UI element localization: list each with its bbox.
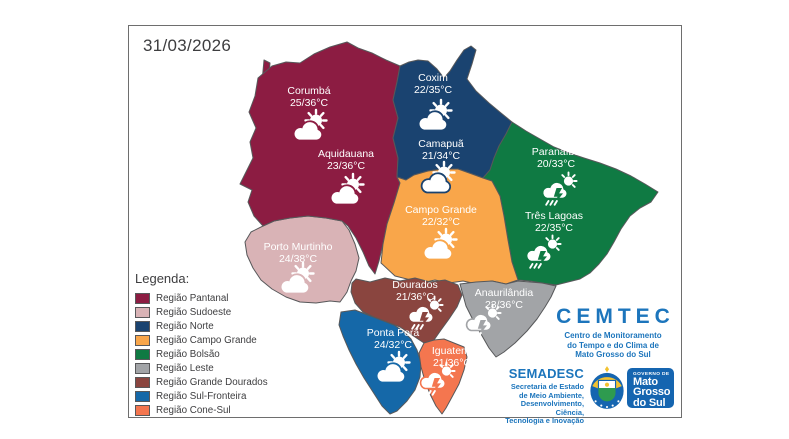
legend-item-grande-dourados: Região Grande Dourados — [135, 375, 268, 389]
semadesc-logo: SEMADESC Secretaria de Estado de Meio Am… — [494, 366, 584, 426]
region-leste — [459, 280, 557, 358]
legend-swatch-campo-grande — [135, 335, 150, 347]
legend-label: Região Grande Dourados — [156, 376, 268, 388]
legend-label: Região Cone-Sul — [156, 404, 231, 416]
legend-swatch-pantanal — [135, 293, 150, 305]
governo-box: GOVERNO DE Mato Grosso do Sul — [627, 368, 674, 408]
legend-label: Região Bolsão — [156, 349, 220, 360]
legend: Legenda: Região Pantanal Região Sudoeste R… — [135, 271, 268, 417]
legend-item-sul-fronteira: Região Sul-Fronteira — [135, 389, 268, 403]
legend-swatch-leste — [135, 362, 150, 374]
legend-label: Região Pantanal — [156, 293, 229, 305]
legend-swatch-cone-sul — [135, 404, 150, 416]
legend-swatch-grande-dourados — [135, 376, 150, 388]
legend-label: Região Leste — [156, 362, 214, 374]
legend-item-norte: Região Norte — [135, 320, 268, 334]
legend-item-pantanal: Região Pantanal — [135, 292, 268, 306]
legend-item-cone-sul: Região Cone-Sul — [135, 403, 268, 417]
legend-label: Região Norte — [156, 321, 214, 333]
cemtec-title: CEMTEC — [556, 305, 675, 328]
legend-title: Legenda: — [135, 271, 190, 286]
region-cone-sul — [418, 338, 468, 415]
region-pantanal — [239, 41, 401, 275]
legend-item-bolsao: Região Bolsão — [135, 348, 268, 362]
legend-label: Região Sul-Fronteira — [156, 390, 247, 402]
semadesc-title: SEMADESC — [508, 366, 584, 381]
legend-item-sudoeste: Região Sudoeste — [135, 306, 268, 320]
legend-swatch-sul-fronteira — [135, 390, 150, 402]
legend-items: Região Pantanal Região Sudoeste Região Nor… — [135, 292, 268, 417]
legend-label: Região Campo Grande — [156, 335, 257, 347]
bulletin-date: 31/03/2026 — [143, 36, 232, 55]
legend-swatch-sudoeste — [135, 307, 150, 319]
governo-tagline: GOVERNO DE — [633, 372, 670, 377]
cemtec-logo: CEMTEC Centro de Monitoramento do Tempo … — [545, 305, 681, 360]
semadesc-subtitle: Secretaria de Estado de Meio Ambiente, D… — [505, 382, 584, 426]
cemtec-subtitle: Centro de Monitoramento do Tempo e do Cl… — [564, 331, 662, 359]
legend-swatch-norte — [135, 321, 150, 333]
legend-label: Região Sudoeste — [156, 307, 232, 319]
coat-of-arms-icon — [588, 365, 626, 417]
legend-item-leste: Região Leste — [135, 361, 268, 375]
region-sul-fronteira — [338, 309, 422, 415]
region-grande-dourados — [350, 277, 463, 344]
legend-item-campo-grande: Região Campo Grande — [135, 334, 268, 348]
legend-swatch-bolsao — [135, 349, 150, 360]
